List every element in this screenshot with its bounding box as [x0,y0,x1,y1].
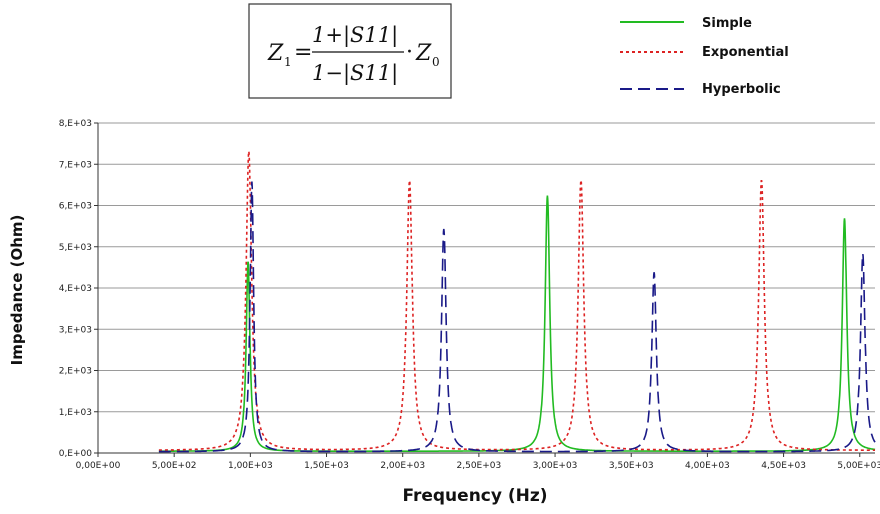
legend: Simple Exponential Hyperbolic [620,16,789,97]
eq-rhs: Z [415,41,432,66]
eq-equals: = [294,40,312,65]
eq-denominator: 1−|S11| [312,61,398,86]
y-tick-label: 1,E+03 [59,408,92,418]
legend-label-simple: Simple [702,16,752,31]
x-tick-label: 5,00E+03 [837,461,880,471]
x-tick-label: 4,00E+03 [685,461,730,471]
x-tick-label: 5,00E+02 [152,461,197,471]
y-tick-label: 2,E+03 [59,367,92,377]
x-tick-label: 0,00E+00 [76,461,121,471]
x-tick-label: 1,50E+03 [304,461,349,471]
x-tick-label: 4,50E+03 [761,461,806,471]
legend-label-exponential: Exponential [702,45,789,60]
y-tick-label: 4,E+03 [59,284,92,294]
eq-lhs: Z [267,41,284,66]
equation-box: Z 1 = 1+|S11| 1−|S11| · Z 0 [248,3,452,99]
y-tick-label: 7,E+03 [59,160,92,170]
series-line-hyperbolic [158,181,876,453]
y-tick-label: 8,E+03 [59,119,92,129]
y-tick-label: 6,E+03 [59,202,92,212]
x-tick-label: 3,50E+03 [609,461,654,471]
x-axis-ticks: 0,00E+00 5,00E+02 1,00E+03 1,50E+03 2,00E+03… [76,453,880,471]
x-axis-label: Frequency (Hz) [402,486,547,506]
x-tick-label: 3,00E+03 [533,461,578,471]
x-tick-label: 2,00E+03 [380,461,425,471]
y-axis-ticks: 0,E+00 1,E+03 2,E+03 3,E+03 4,E+03 5,E+03 6,E+… [59,119,98,459]
y-axis-label: Impedance (Ohm) [8,215,26,366]
series-line-exponential [158,151,875,452]
legend-label-hyperbolic: Hyperbolic [702,82,781,97]
eq-lhs-sub: 1 [284,55,292,69]
x-tick-label: 2,50E+03 [457,461,502,471]
series-line-simple [158,195,876,453]
y-tick-label: 5,E+03 [59,243,92,253]
eq-rhs-sub: 0 [432,55,440,69]
eq-numerator: 1+|S11| [312,23,398,48]
y-tick-label: 3,E+03 [59,325,92,335]
series-lines [158,151,876,453]
x-tick-label: 1,00E+03 [228,461,273,471]
eq-times: · [406,40,413,65]
y-tick-label: 0,E+00 [59,449,93,459]
